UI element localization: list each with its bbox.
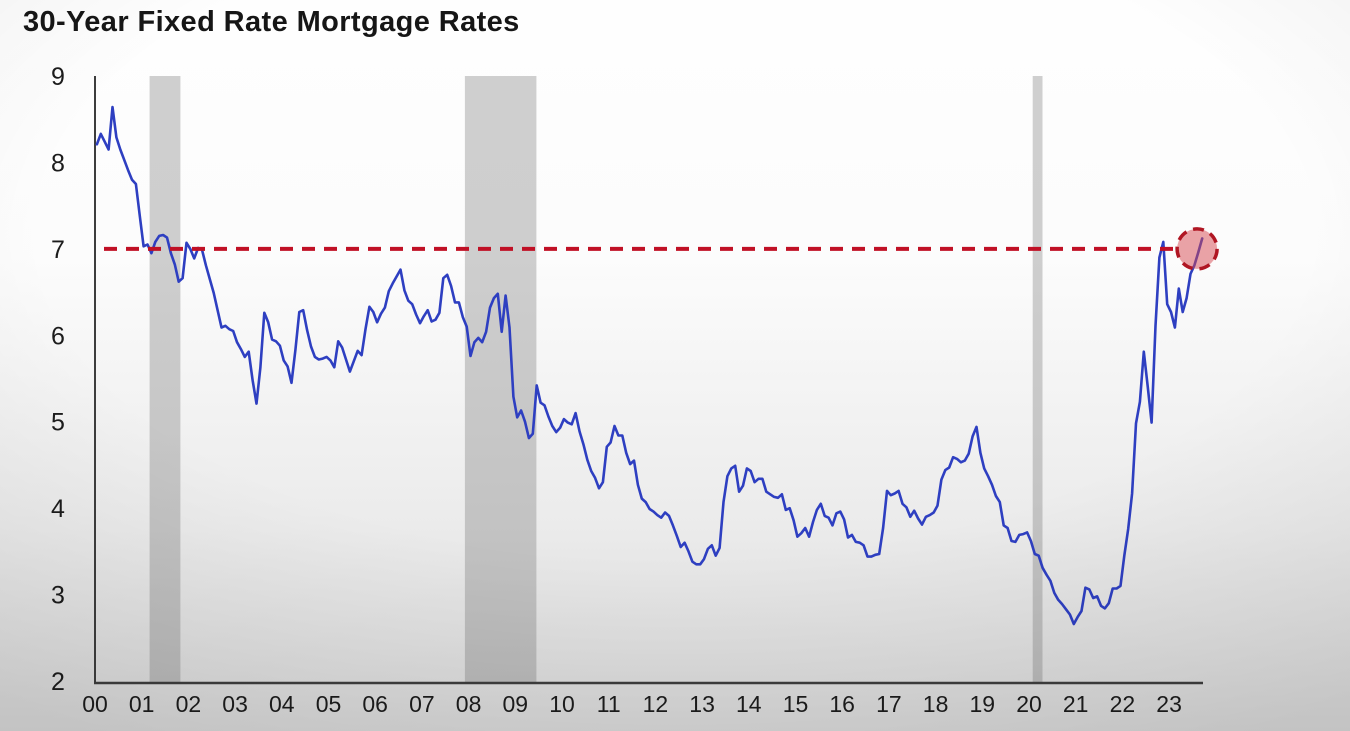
y-axis-tick-label: 9 bbox=[51, 63, 65, 91]
x-axis-tick-label: 06 bbox=[362, 691, 388, 717]
x-axis-tick-label: 23 bbox=[1156, 691, 1182, 717]
x-axis-tick-label: 04 bbox=[269, 691, 295, 717]
rate-line-series bbox=[95, 105, 1204, 626]
x-axis-tick-label: 11 bbox=[597, 691, 621, 717]
current-rate-highlight-circle bbox=[1175, 227, 1219, 271]
recession-band bbox=[464, 76, 537, 683]
x-axis-tick-label: 02 bbox=[176, 691, 202, 717]
x-axis-tick-label: 08 bbox=[456, 691, 482, 717]
recession-band bbox=[149, 76, 181, 683]
y-axis-tick-label: 4 bbox=[51, 495, 65, 523]
chart-title: 30-Year Fixed Rate Mortgage Rates bbox=[23, 6, 520, 38]
y-axis-tick-label: 3 bbox=[51, 582, 65, 610]
y-axis-tick-label: 8 bbox=[51, 149, 65, 177]
y-axis-tick-label: 6 bbox=[51, 322, 65, 350]
x-axis-tick-label: 05 bbox=[316, 691, 342, 717]
y-axis-tick-label: 5 bbox=[51, 409, 65, 437]
x-axis-tick-label: 00 bbox=[82, 691, 108, 717]
x-axis-tick-label: 14 bbox=[736, 691, 762, 717]
x-axis-tick-label: 01 bbox=[129, 691, 155, 717]
x-axis-tick-label: 13 bbox=[689, 691, 715, 717]
x-axis-tick-label: 12 bbox=[643, 691, 669, 717]
x-axis-tick-label: 03 bbox=[222, 691, 248, 717]
x-axis-tick-label: 18 bbox=[923, 691, 949, 717]
x-axis-tick-label: 19 bbox=[970, 691, 996, 717]
x-axis-tick-label: 07 bbox=[409, 691, 435, 717]
x-axis-tick-label: 22 bbox=[1110, 691, 1136, 717]
x-axis-tick-label: 21 bbox=[1063, 691, 1089, 717]
x-axis-tick-label: 15 bbox=[783, 691, 809, 717]
x-axis-tick-label: 17 bbox=[876, 691, 902, 717]
x-axis-tick-label: 20 bbox=[1016, 691, 1042, 717]
y-axis-tick-label: 2 bbox=[51, 668, 65, 696]
recession-band bbox=[1032, 76, 1043, 683]
x-axis-tick-label: 09 bbox=[503, 691, 529, 717]
x-axis-tick-label: 16 bbox=[829, 691, 855, 717]
x-axis-tick-label: 10 bbox=[549, 691, 575, 717]
y-axis-tick-label: 7 bbox=[51, 236, 65, 264]
